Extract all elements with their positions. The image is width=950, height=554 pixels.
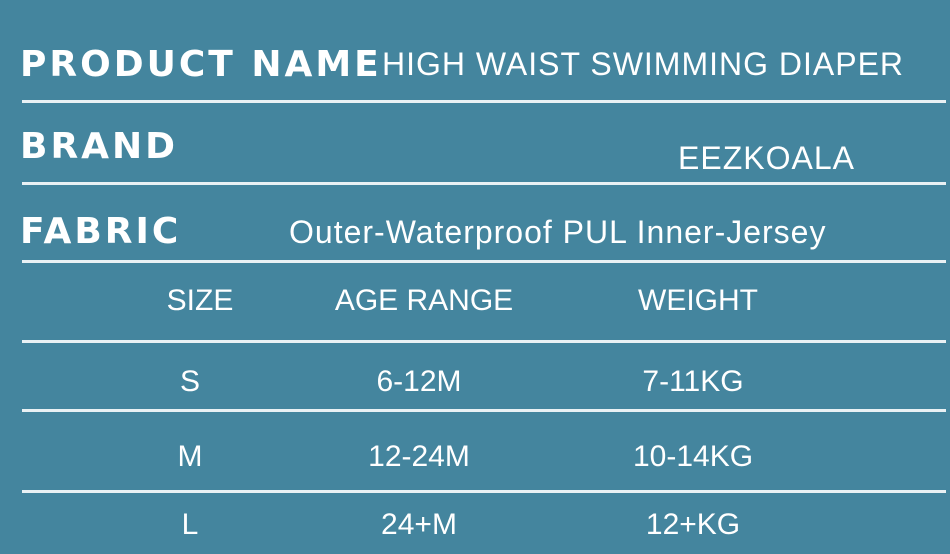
row-value: Outer-Waterproof PUL Inner-Jersey (289, 214, 827, 250)
column-header: WEIGHT (638, 284, 758, 317)
divider (22, 260, 946, 263)
row-label: BRAND (20, 126, 179, 167)
divider (22, 100, 946, 103)
row-value: EEZKOALA (678, 140, 855, 176)
divider (22, 409, 946, 412)
table-cell: M (177, 440, 203, 473)
column-header: SIZE (166, 284, 234, 317)
column-header: AGE RANGE (334, 284, 514, 317)
table-cell: 12-24M (368, 440, 470, 473)
table-cell: 12+KG (645, 508, 741, 541)
table-cell: 6-12M (376, 365, 462, 398)
table-cell: 24+M (381, 508, 457, 541)
table-cell: L (181, 508, 199, 541)
row-value: HIGH WAIST SWIMMING DIAPER (382, 46, 905, 82)
table-cell: S (179, 365, 201, 398)
row-label: FABRIC (20, 211, 182, 252)
divider (22, 490, 946, 493)
divider (22, 340, 946, 343)
table-cell: 10-14KG (632, 440, 754, 473)
row-label: PRODUCT NAME (20, 44, 382, 85)
divider (22, 182, 946, 185)
table-cell: 7-11KG (642, 365, 744, 398)
